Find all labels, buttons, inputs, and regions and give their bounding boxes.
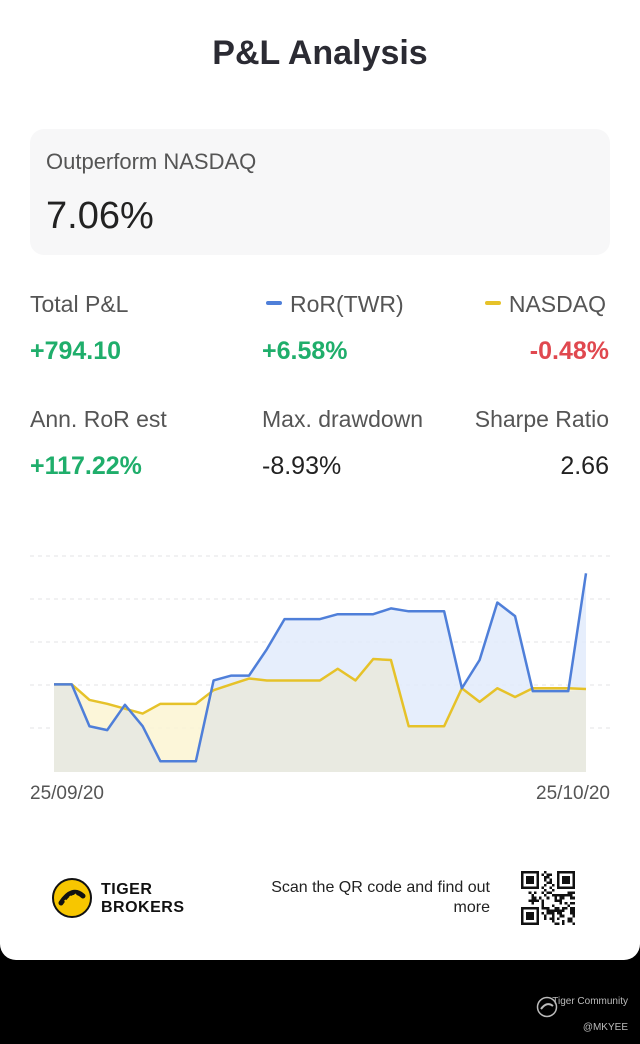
pl-analysis-card: P&L Analysis Outperform NASDAQ 7.06% Tot… — [0, 0, 640, 960]
page-title: P&L Analysis — [212, 34, 428, 72]
outperform-panel: Outperform NASDAQ 7.06% — [30, 129, 610, 255]
total-pl-value: +794.10 — [30, 337, 122, 365]
community-watermark: Tiger Community — [552, 996, 628, 1007]
nasdaq-label: NASDAQ — [508, 291, 606, 317]
scan-qr-text: Scan the QR code and find out more — [271, 879, 490, 916]
x-axis-start-label: 25/09/20 — [30, 783, 104, 804]
ror-label: RoR(TWR) — [290, 291, 404, 317]
series-line-nasdaq — [54, 657, 587, 728]
tiger-logo-icon — [52, 878, 92, 918]
brand-name: TIGER BROKERS — [101, 881, 185, 917]
sharpe-ratio-label: Sharpe Ratio — [474, 406, 609, 432]
x-axis-end-label: 25/10/20 — [536, 783, 610, 804]
brand-line2: BROKERS — [101, 899, 185, 916]
max-drawdown-label: Max. drawdown — [262, 406, 424, 432]
pl-line-chart — [30, 555, 610, 772]
ror-legend: RoR(TWR) — [266, 291, 404, 318]
total-pl-label: Total P&L — [30, 291, 129, 317]
nasdaq-legend: NASDAQ — [484, 291, 606, 318]
qr-code-icon[interactable] — [521, 871, 575, 925]
sharpe-ratio-value: 2.66 — [560, 452, 609, 480]
ror-legend-swatch — [266, 300, 282, 305]
max-drawdown-value: -8.93% — [262, 452, 342, 480]
tiger-community-icon — [536, 996, 558, 1018]
ror-value: +6.58% — [262, 337, 348, 365]
user-handle: @MKYEE — [582, 1022, 628, 1033]
nasdaq-value: -0.48% — [529, 337, 609, 365]
outperform-value: 7.06% — [46, 195, 154, 237]
outperform-label: Outperform NASDAQ — [46, 149, 257, 174]
ann-ror-label: Ann. RoR est — [30, 406, 167, 432]
ann-ror-value: +117.22% — [30, 452, 142, 480]
series-line-ror — [54, 573, 588, 763]
nasdaq-legend-swatch — [484, 300, 501, 305]
overlap-area — [54, 659, 586, 772]
brand-line1: TIGER — [101, 881, 153, 898]
